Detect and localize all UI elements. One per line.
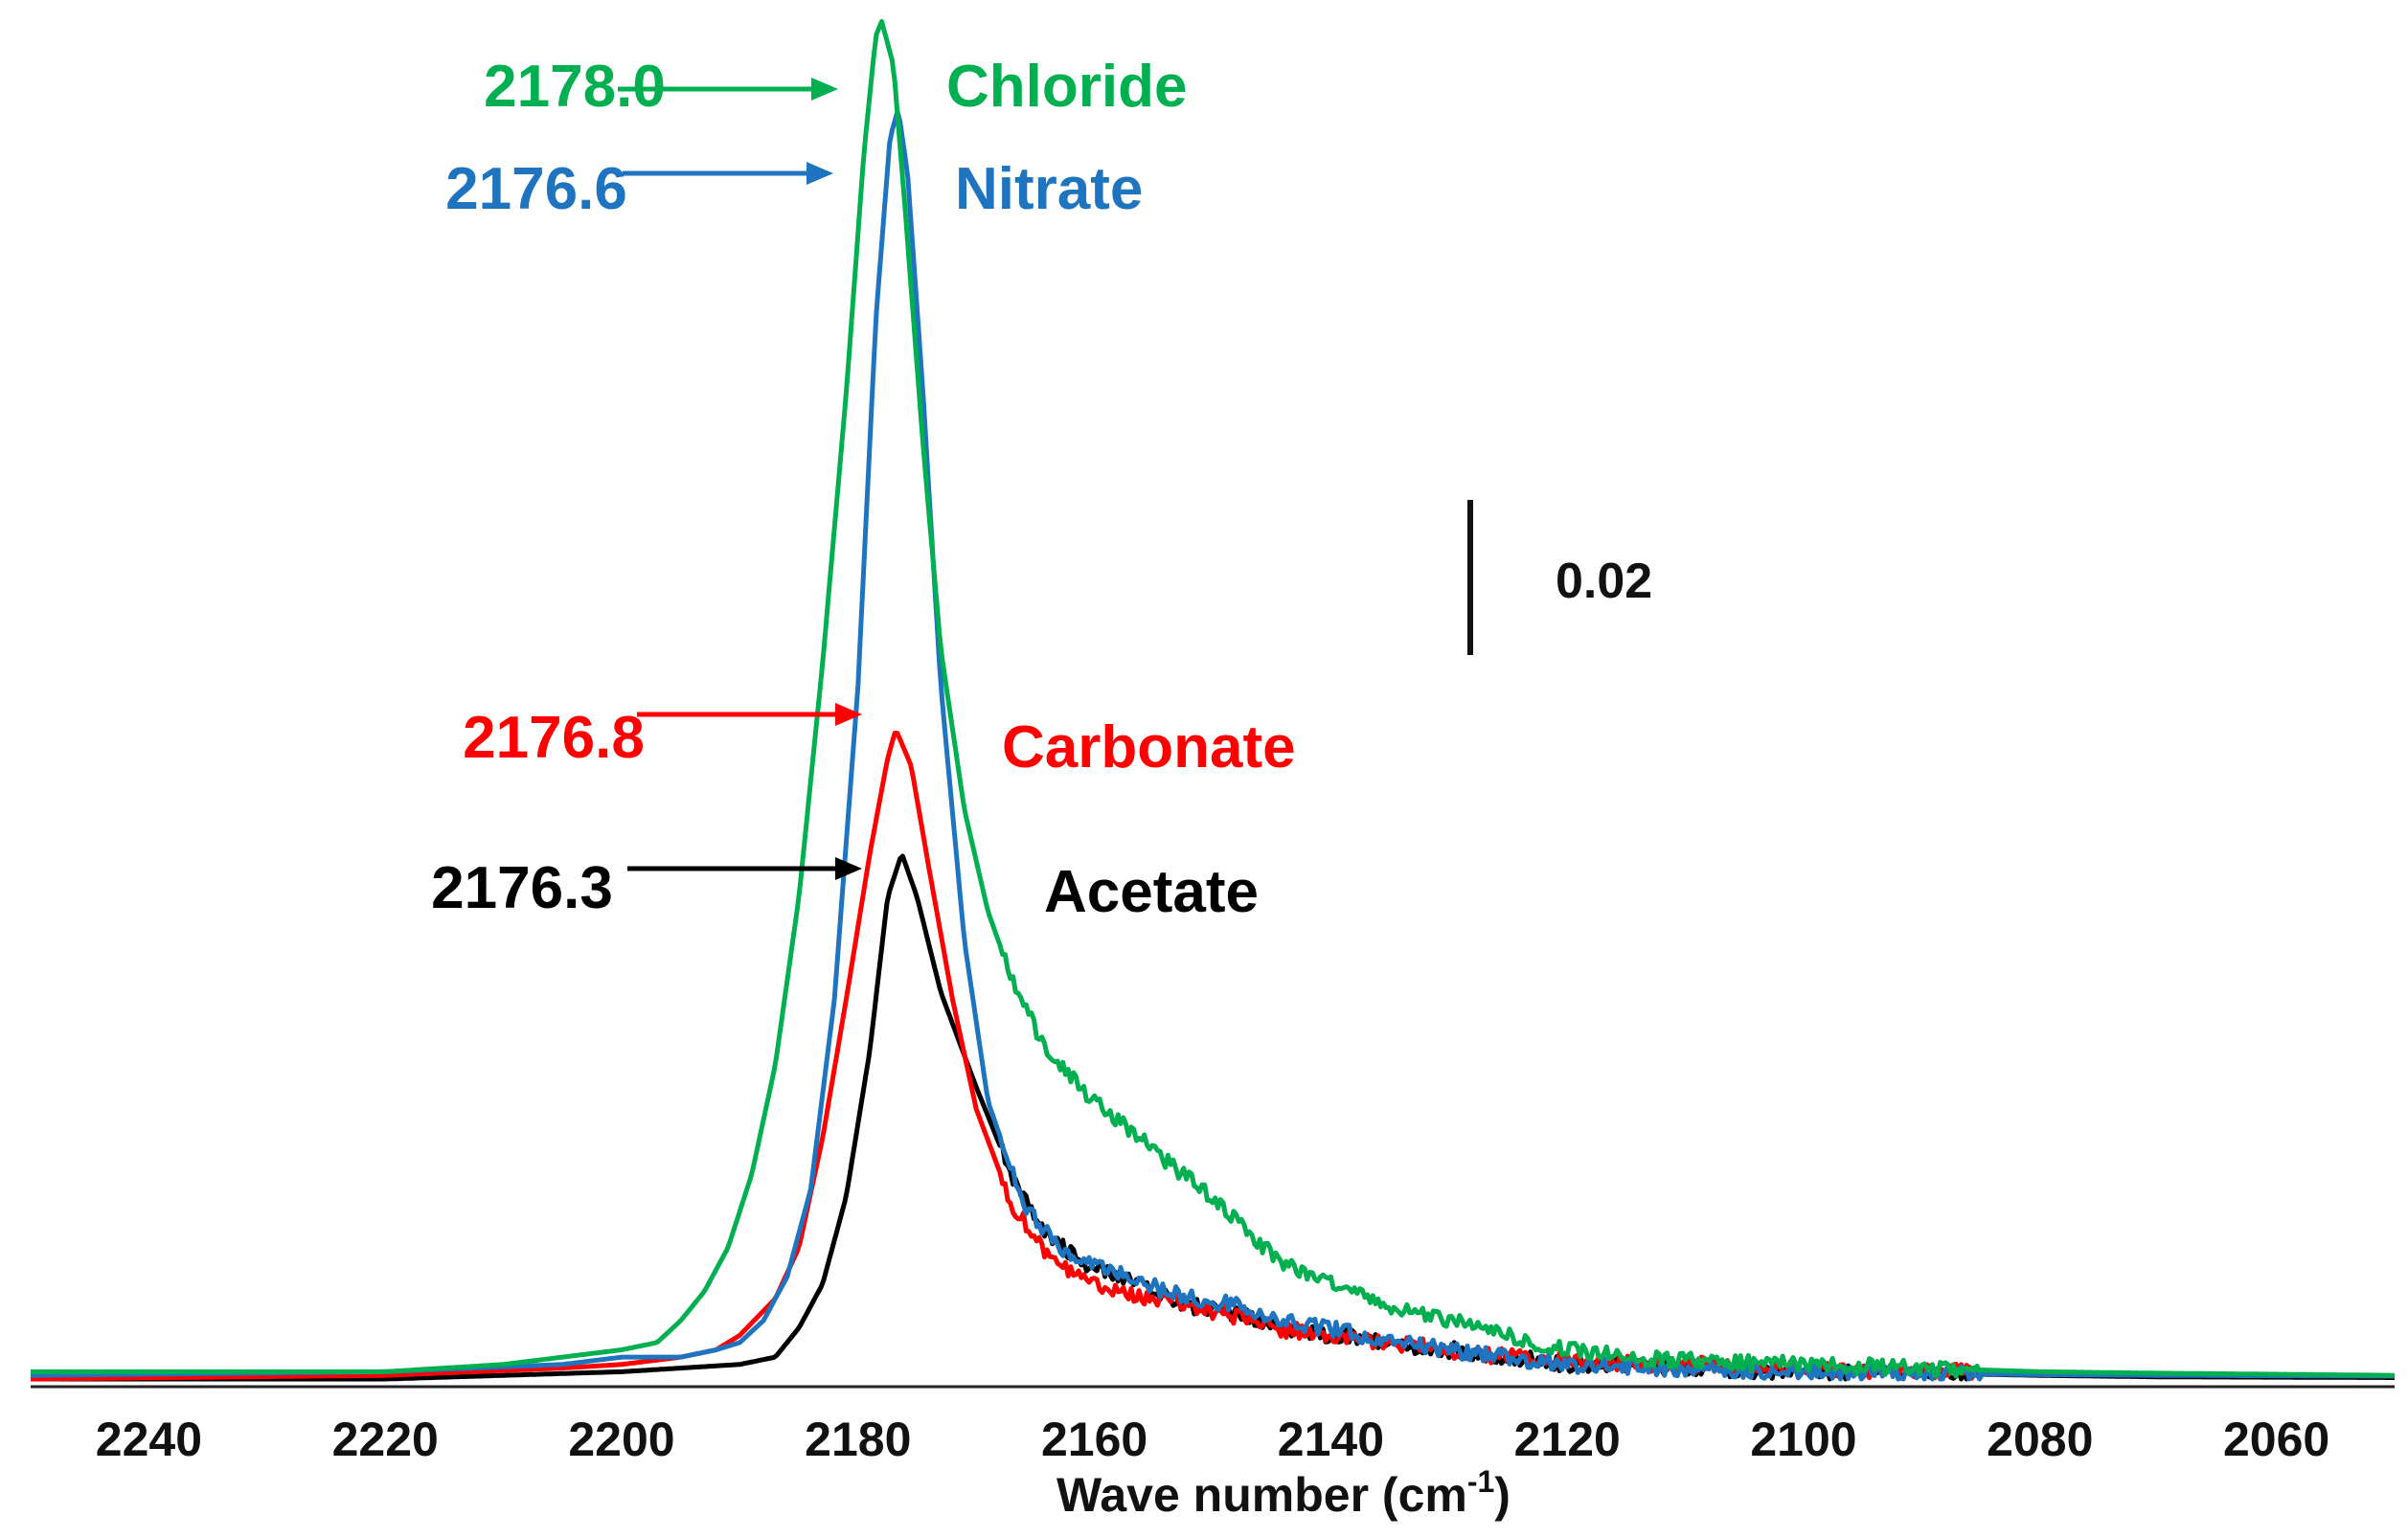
peak-value-label-carbonate: 2176.8 [463,705,645,771]
x-tick-label-2200: 2200 [568,1413,674,1466]
series-line-acetate [31,853,2395,1382]
peak-annotations: 2176.3 Acetate 2176.8 Carbonate 2176.6 Nitrat… [431,54,1295,925]
series-line-carbonate [31,731,2396,1382]
x-tick-label-2120: 2120 [1514,1413,1621,1466]
x-axis-label: Wave number (cm-1) [1056,1464,1511,1522]
x-tick-label-2100: 2100 [1750,1413,1856,1466]
series-name-label-carbonate: Carbonate [1002,714,1296,780]
series-name-label-nitrate: Nitrate [955,156,1143,222]
x-tick-label-2160: 2160 [1041,1413,1147,1466]
x-tick-label-2060: 2060 [2223,1413,2329,1466]
x-axis-label-close: ) [1494,1468,1511,1522]
peak-arrow-head-chloride [811,78,838,101]
peak-value-label-acetate: 2176.3 [431,855,613,921]
peak-arrow-head-acetate [835,857,862,880]
series-name-label-chloride: Chloride [946,54,1187,120]
scale-bar-label: 0.02 [1556,554,1652,609]
series-name-label-acetate: Acetate [1044,859,1259,925]
x-tick-label-2240: 2240 [96,1413,202,1466]
x-tick-label-2180: 2180 [805,1413,911,1466]
x-tick-label-2220: 2220 [332,1413,439,1466]
x-tick-label-2140: 2140 [1278,1413,1384,1466]
scale-bar: 0.02 [1467,500,1652,655]
series-lines [31,18,2396,1382]
x-axis-label-superscript: -1 [1467,1464,1494,1499]
peak-value-label-nitrate: 2176.6 [445,156,627,222]
peak-arrow-head-nitrate [806,162,833,185]
x-axis-label-text: Wave number (cm [1056,1468,1467,1522]
x-axis-ticks: 2240 2220 2200 2180 2160 2140 2120 2100 2080 2060 [96,1413,2329,1466]
series-line-chloride [31,18,2395,1379]
peak-arrow-head-carbonate [835,703,862,726]
x-tick-label-2080: 2080 [1987,1413,2093,1466]
